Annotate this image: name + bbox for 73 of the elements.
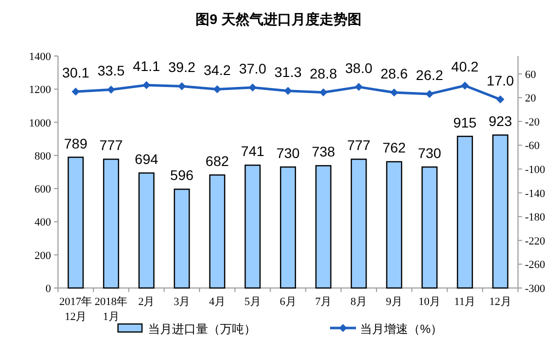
x-tick-label: 2月 — [138, 296, 155, 308]
data-label: 596 — [170, 167, 194, 184]
data-label: 762 — [382, 140, 406, 156]
data-label: 738 — [312, 144, 336, 160]
data-label: 730 — [276, 145, 300, 162]
data-label: 30.1 — [62, 64, 90, 81]
x-tick-label: 12月 — [489, 296, 512, 308]
data-label: 41.1 — [132, 58, 160, 74]
data-label: 789 — [64, 135, 88, 152]
y-tick-label: 800 — [34, 150, 52, 162]
x-tick-label: 11月 — [454, 296, 476, 308]
data-label: 34.2 — [204, 62, 232, 78]
data-label: 26.2 — [416, 66, 444, 83]
y2-tick-label: -300 — [525, 283, 546, 295]
bar — [244, 164, 261, 289]
bar — [68, 156, 84, 289]
data-label: 694 — [134, 150, 158, 167]
x-tick-label: 9月 — [386, 296, 402, 308]
y2-tick-label: -100 — [525, 164, 546, 176]
bar — [350, 158, 367, 289]
x-tick-label: 2018年 1月 — [94, 296, 128, 323]
y2-tick-label: -260 — [525, 259, 546, 272]
data-label: 682 — [206, 152, 230, 169]
x-tick-label: 2017年 12月 — [59, 296, 92, 323]
y-tick-label: 0 — [46, 283, 52, 295]
bar — [492, 134, 508, 289]
x-tick-label: 7月 — [315, 296, 332, 308]
y-tick-label: 1200 — [29, 84, 52, 96]
y2-tick-label: 60 — [525, 68, 536, 81]
data-label: 31.3 — [274, 64, 302, 80]
bar — [209, 174, 226, 289]
bar — [422, 166, 438, 289]
x-tick-label: 6月 — [280, 296, 296, 308]
chart-title: 图9 天然气进口月度走势图 — [196, 11, 362, 27]
data-label: 28.8 — [310, 65, 338, 82]
bar — [174, 188, 190, 289]
y2-tick-label: -220 — [525, 235, 546, 248]
y-tick-label: 200 — [34, 250, 52, 262]
y2-tick-label: -180 — [525, 212, 546, 224]
legend-label: 当月增速（%） — [360, 322, 443, 336]
data-label: 33.5 — [97, 62, 125, 79]
y2-tick-label: -20 — [525, 116, 540, 128]
bar — [280, 166, 296, 289]
data-label: 777 — [347, 137, 371, 154]
data-label: 37.0 — [238, 60, 266, 77]
x-tick-label: 5月 — [244, 296, 261, 308]
x-tick-label: 3月 — [174, 296, 190, 308]
data-label: 915 — [453, 114, 477, 130]
data-label: 39.2 — [168, 59, 196, 76]
data-label: 38.0 — [345, 60, 373, 76]
data-label: 40.2 — [451, 58, 479, 75]
bar — [315, 165, 332, 289]
x-tick-label: 10月 — [418, 296, 441, 308]
data-label: 28.6 — [380, 66, 408, 82]
data-label: 777 — [99, 137, 123, 154]
bar — [138, 172, 154, 289]
y-tick-label: 1000 — [29, 117, 52, 130]
bar — [386, 161, 402, 289]
y-tick-label: 400 — [34, 216, 52, 229]
data-label: 923 — [488, 113, 512, 130]
bar — [103, 158, 120, 289]
x-tick-label: 8月 — [350, 296, 368, 308]
data-label: 17.0 — [486, 72, 514, 88]
data-label: 741 — [240, 143, 265, 160]
y2-tick-label: -60 — [525, 140, 540, 152]
bar — [456, 136, 473, 289]
y2-tick-label: -140 — [525, 188, 546, 200]
x-tick-label: 4月 — [208, 296, 226, 308]
y-tick-label: 600 — [34, 184, 52, 196]
y2-tick-label: 20 — [525, 92, 536, 105]
legend-label: 当月进口量（万吨） — [148, 322, 256, 336]
data-label: 730 — [418, 145, 442, 162]
y-tick-label: 1400 — [29, 51, 52, 63]
